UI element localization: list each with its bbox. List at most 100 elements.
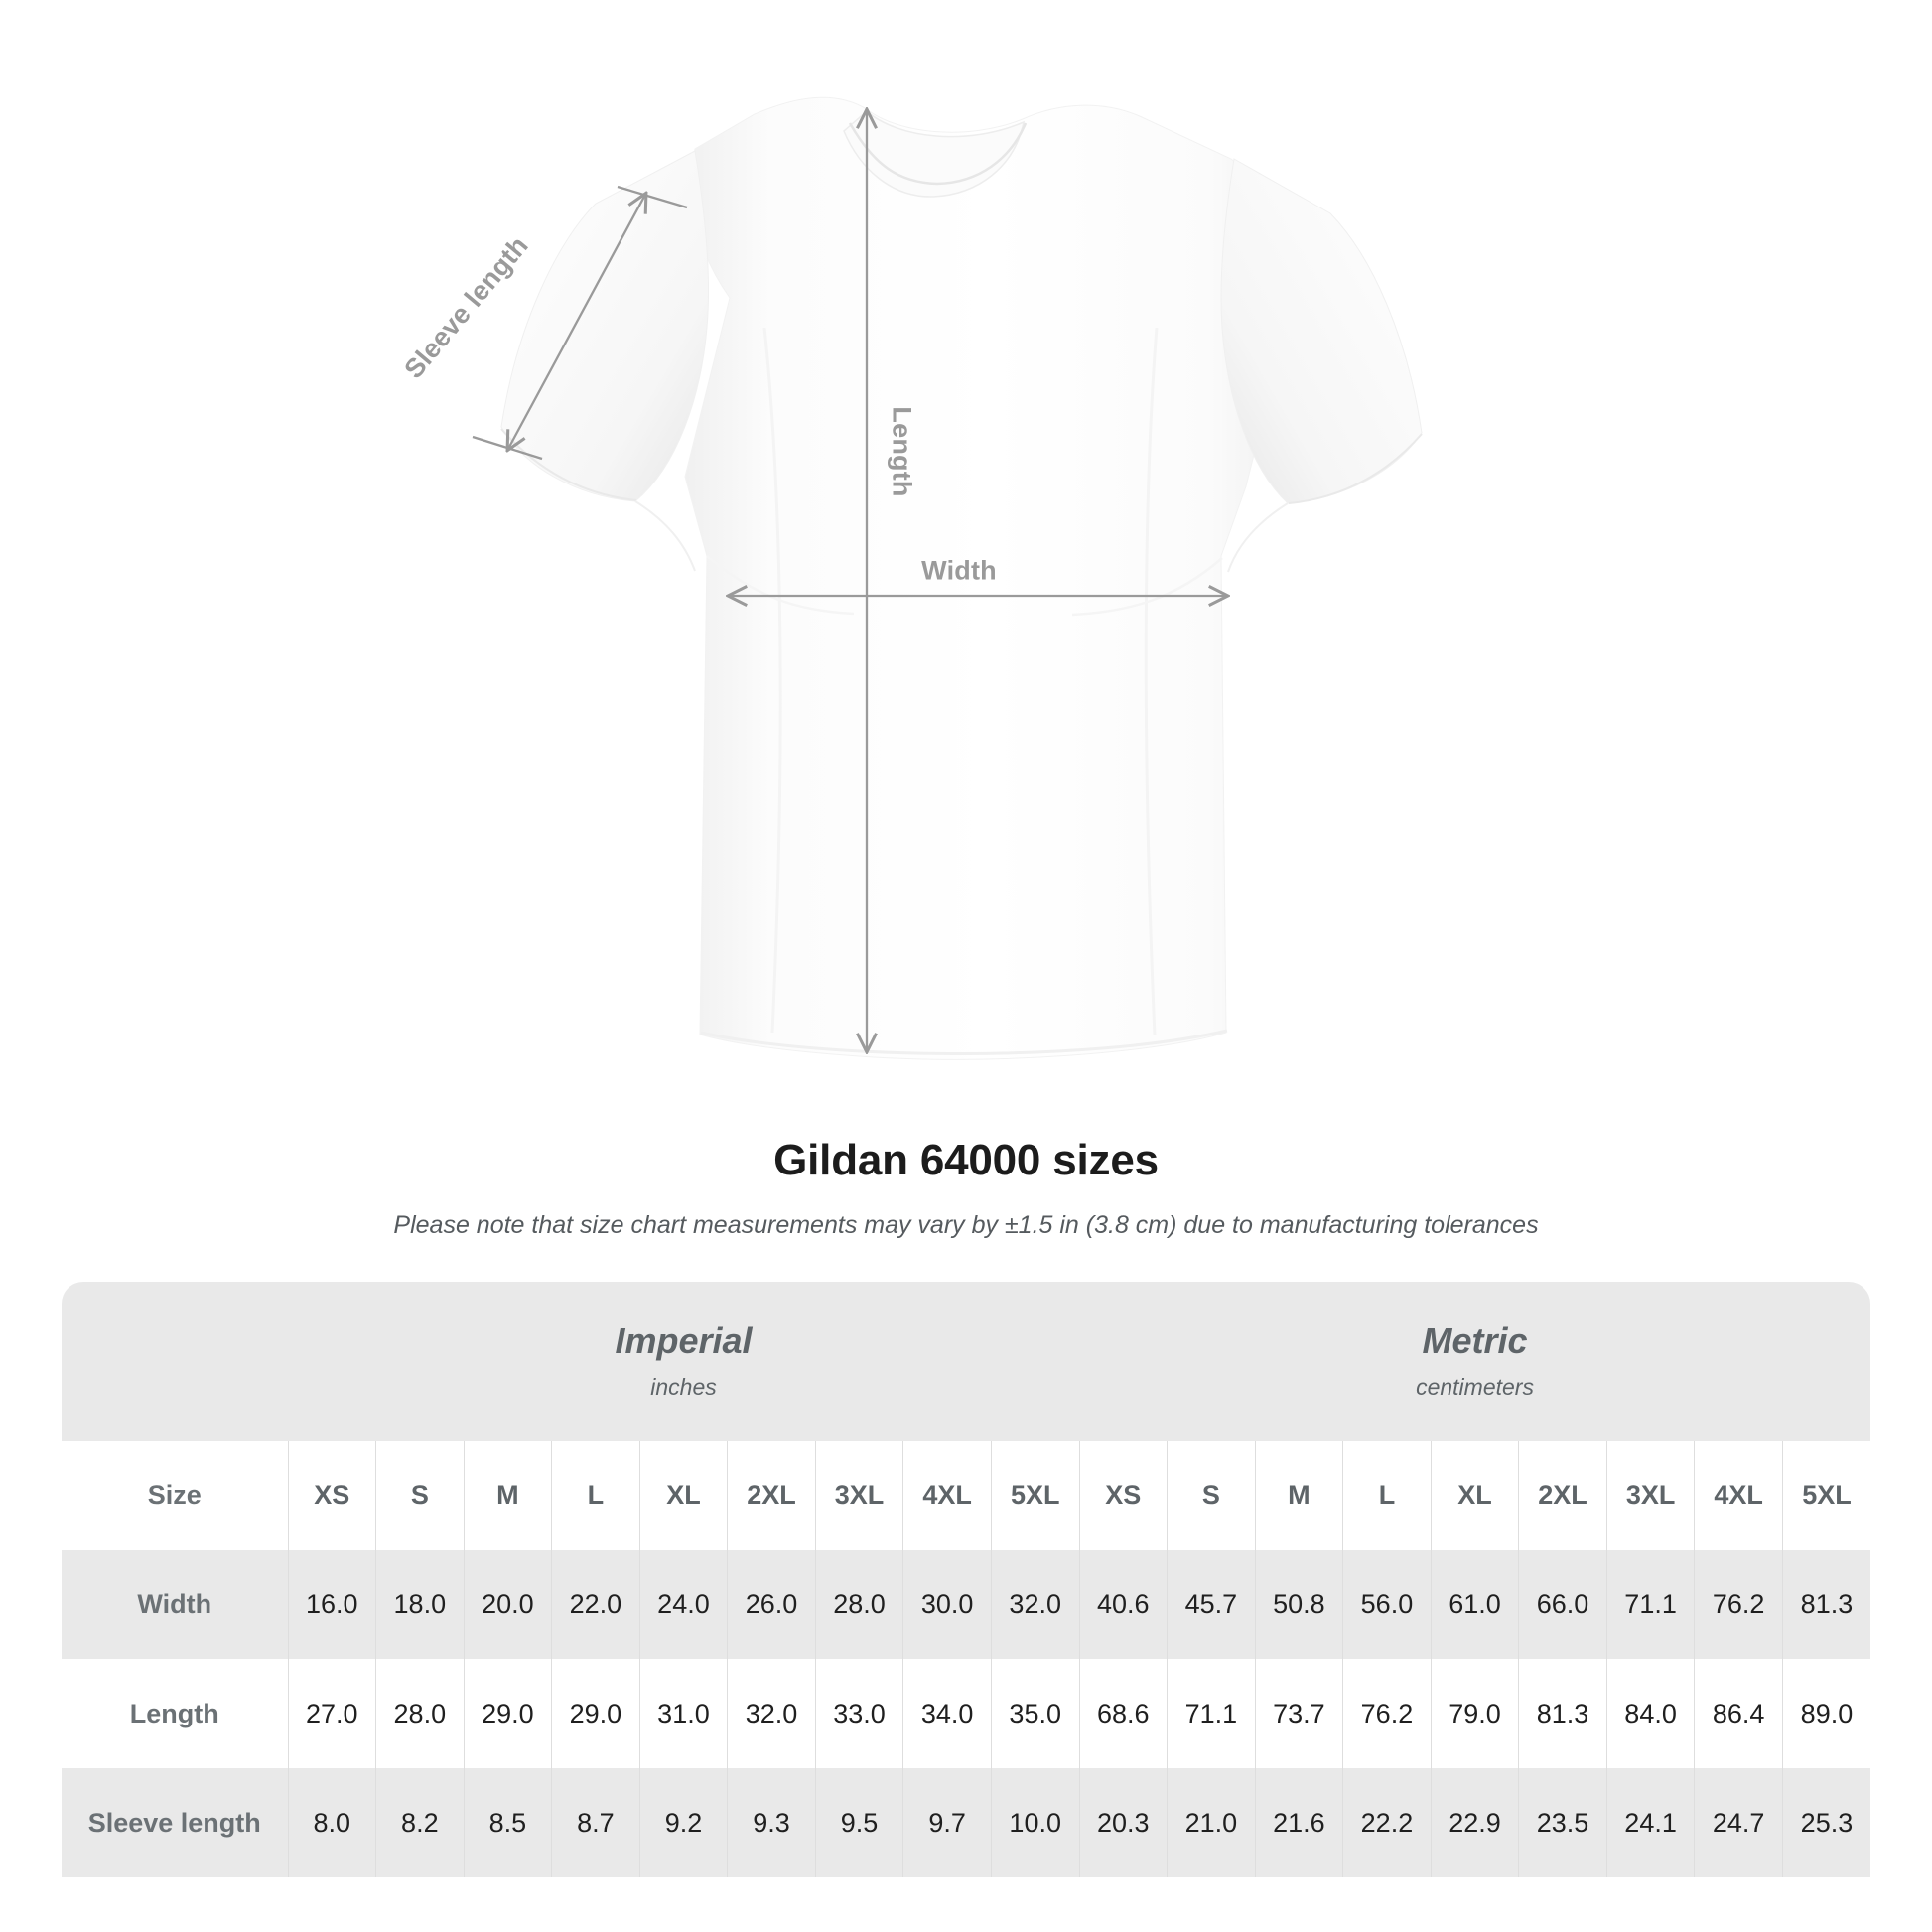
size-header-metric-6: 3XL xyxy=(1605,1441,1695,1550)
length-metric-6: 84.0 xyxy=(1605,1659,1695,1768)
length-imperial-2: 29.0 xyxy=(463,1659,552,1768)
unit-group-imperial-unit: inches xyxy=(650,1373,717,1400)
width-metric-1: 45.7 xyxy=(1167,1550,1256,1659)
size-header-metric-1: S xyxy=(1167,1441,1256,1550)
length-metric-2: 73.7 xyxy=(1254,1659,1343,1768)
size-table-container: Imperial inches Metric centimeters Size … xyxy=(62,1282,1870,1877)
width-imperial-7: 30.0 xyxy=(902,1550,992,1659)
length-imperial-8: 35.0 xyxy=(990,1659,1080,1768)
size-header-imperial-7: 4XL xyxy=(902,1441,992,1550)
sleeve-imperial-8: 10.0 xyxy=(990,1768,1080,1877)
size-header-metric-4: XL xyxy=(1430,1441,1519,1550)
length-metric-4: 79.0 xyxy=(1430,1659,1519,1768)
length-metric-5: 81.3 xyxy=(1518,1659,1607,1768)
size-header-metric-7: 4XL xyxy=(1694,1441,1783,1550)
sleeve-imperial-3: 8.7 xyxy=(551,1768,640,1877)
sleeve-metric-6: 24.1 xyxy=(1605,1768,1695,1877)
sleeve-metric-2: 21.6 xyxy=(1254,1768,1343,1877)
row-label-size: Size xyxy=(62,1441,288,1550)
width-metric-3: 56.0 xyxy=(1342,1550,1432,1659)
size-header-metric-0: XS xyxy=(1078,1441,1168,1550)
length-imperial-3: 29.0 xyxy=(551,1659,640,1768)
length-metric-3: 76.2 xyxy=(1342,1659,1432,1768)
width-imperial-3: 22.0 xyxy=(551,1550,640,1659)
table-row-sleeve-length: Sleeve length 8.0 8.2 8.5 8.7 9.2 9.3 9.… xyxy=(62,1768,1870,1877)
size-header-metric-8: 5XL xyxy=(1781,1441,1870,1550)
size-header-metric-2: M xyxy=(1254,1441,1343,1550)
sleeve-imperial-2: 8.5 xyxy=(463,1768,552,1877)
length-label: Length xyxy=(887,406,917,497)
width-label: Width xyxy=(921,555,997,586)
size-header-imperial-2: M xyxy=(463,1441,552,1550)
tolerance-note: Please note that size chart measurements… xyxy=(393,1211,1539,1239)
width-imperial-2: 20.0 xyxy=(463,1550,552,1659)
length-imperial-1: 28.0 xyxy=(375,1659,465,1768)
unit-group-metric-unit: centimeters xyxy=(1416,1373,1534,1400)
table-row-length: Length 27.0 28.0 29.0 29.0 31.0 32.0 33.… xyxy=(62,1659,1870,1768)
length-metric-7: 86.4 xyxy=(1694,1659,1783,1768)
width-metric-0: 40.6 xyxy=(1078,1550,1168,1659)
width-metric-4: 61.0 xyxy=(1430,1550,1519,1659)
unit-group-imperial-name: Imperial xyxy=(615,1320,753,1362)
sleeve-tick-bottom xyxy=(472,435,543,461)
unit-group-imperial: Imperial inches xyxy=(288,1282,1080,1441)
sleeve-imperial-1: 8.2 xyxy=(375,1768,465,1877)
sleeve-imperial-0: 8.0 xyxy=(287,1768,376,1877)
sleeve-metric-1: 21.0 xyxy=(1167,1768,1256,1877)
width-imperial-0: 16.0 xyxy=(287,1550,376,1659)
tshirt-illustration xyxy=(472,96,1423,1060)
size-header-imperial-1: S xyxy=(375,1441,465,1550)
length-metric-0: 68.6 xyxy=(1078,1659,1168,1768)
length-metric-1: 71.1 xyxy=(1167,1659,1256,1768)
width-metric-6: 71.1 xyxy=(1605,1550,1695,1659)
sleeve-imperial-5: 9.3 xyxy=(727,1768,816,1877)
length-metric-8: 89.0 xyxy=(1781,1659,1870,1768)
page-title: Gildan 64000 sizes xyxy=(773,1136,1159,1184)
width-metric-8: 81.3 xyxy=(1781,1550,1870,1659)
sleeve-metric-5: 23.5 xyxy=(1518,1768,1607,1877)
width-metric-2: 50.8 xyxy=(1254,1550,1343,1659)
sleeve-dimension-arrow xyxy=(472,185,688,461)
table-row-size: Size XS S M L XL 2XL 3XL 4XL 5XL XS S M … xyxy=(62,1441,1870,1550)
table-row-width: Width 16.0 18.0 20.0 22.0 24.0 26.0 28.0… xyxy=(62,1550,1870,1659)
length-imperial-0: 27.0 xyxy=(287,1659,376,1768)
width-imperial-4: 24.0 xyxy=(638,1550,728,1659)
row-label-sleeve-length: Sleeve length xyxy=(62,1768,288,1877)
unit-header-row: Imperial inches Metric centimeters xyxy=(62,1282,1870,1441)
unit-group-metric-name: Metric xyxy=(1422,1320,1528,1362)
size-table: Imperial inches Metric centimeters Size … xyxy=(62,1282,1870,1877)
title-block: Gildan 64000 sizes Please note that size… xyxy=(0,1136,1932,1240)
size-header-metric-3: L xyxy=(1342,1441,1432,1550)
sleeve-tick-top xyxy=(617,185,688,209)
row-label-width: Width xyxy=(62,1550,288,1659)
size-header-imperial-8: 5XL xyxy=(990,1441,1080,1550)
sleeve-imperial-7: 9.7 xyxy=(902,1768,992,1877)
size-header-imperial-0: XS xyxy=(287,1441,376,1550)
size-header-metric-5: 2XL xyxy=(1518,1441,1607,1550)
length-imperial-7: 34.0 xyxy=(902,1659,992,1768)
size-header-imperial-3: L xyxy=(551,1441,640,1550)
size-header-imperial-5: 2XL xyxy=(727,1441,816,1550)
row-label-length: Length xyxy=(62,1659,288,1768)
length-imperial-6: 33.0 xyxy=(814,1659,903,1768)
sleeve-metric-0: 20.3 xyxy=(1078,1768,1168,1877)
tshirt-diagram: Sleeve length Length Width xyxy=(398,96,1423,1060)
length-imperial-4: 31.0 xyxy=(638,1659,728,1768)
size-header-imperial-4: XL xyxy=(638,1441,728,1550)
width-imperial-6: 28.0 xyxy=(814,1550,903,1659)
width-metric-7: 76.2 xyxy=(1694,1550,1783,1659)
sleeve-metric-7: 24.7 xyxy=(1694,1768,1783,1877)
sleeve-metric-8: 25.3 xyxy=(1781,1768,1870,1877)
sleeve-metric-4: 22.9 xyxy=(1430,1768,1519,1877)
size-header-imperial-6: 3XL xyxy=(814,1441,903,1550)
sleeve-imperial-4: 9.2 xyxy=(638,1768,728,1877)
sleeve-imperial-6: 9.5 xyxy=(814,1768,903,1877)
sleeve-metric-3: 22.2 xyxy=(1342,1768,1432,1877)
unit-group-metric: Metric centimeters xyxy=(1079,1282,1870,1441)
tshirt-shape xyxy=(500,96,1423,1060)
width-imperial-5: 26.0 xyxy=(727,1550,816,1659)
width-imperial-1: 18.0 xyxy=(375,1550,465,1659)
width-metric-5: 66.0 xyxy=(1518,1550,1607,1659)
table-corner-cell xyxy=(62,1282,288,1441)
